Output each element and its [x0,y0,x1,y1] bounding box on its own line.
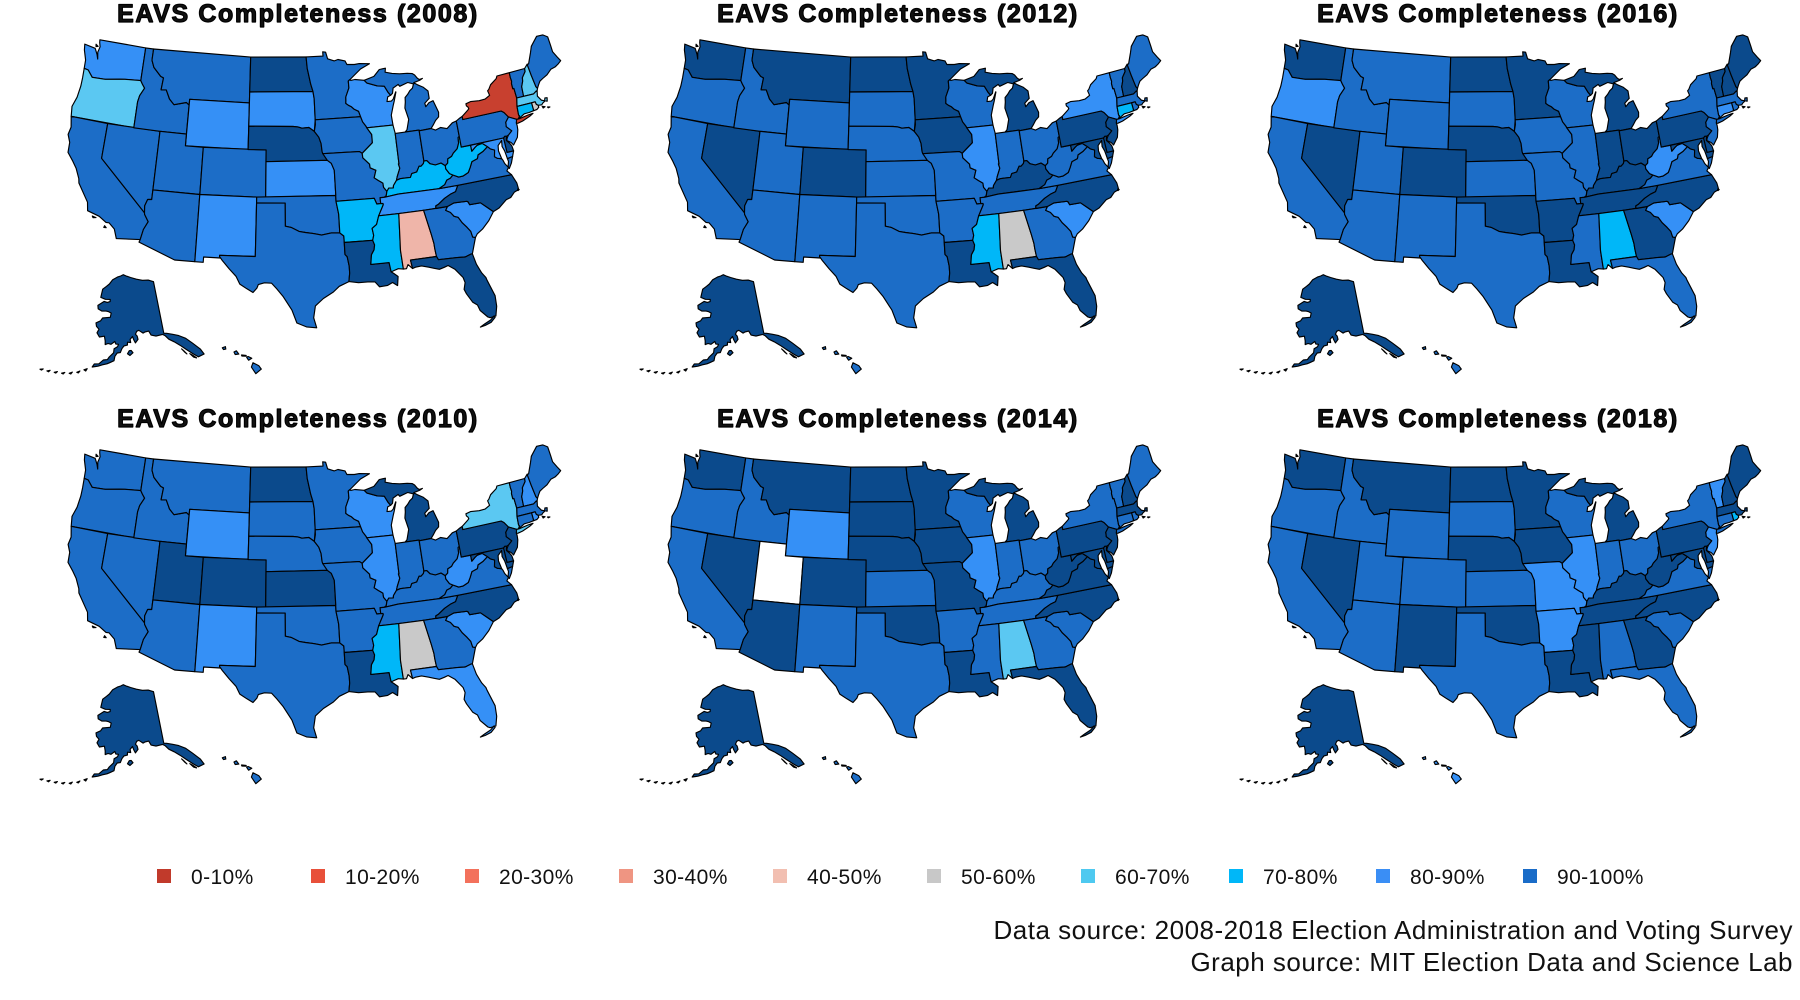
svg-text:80-90%: 80-90% [1410,866,1485,889]
svg-text:EAVS Completeness (2018): EAVS Completeness (2018) [1317,405,1679,433]
svg-text:40-50%: 40-50% [807,866,882,889]
svg-text:EAVS Completeness (2008): EAVS Completeness (2008) [117,0,479,28]
svg-text:EAVS Completeness (2016): EAVS Completeness (2016) [1317,0,1679,28]
svg-text:Graph source: MIT Election Da: Graph source: MIT Election Data and Scie… [1190,947,1793,977]
svg-text:10-20%: 10-20% [345,866,420,889]
svg-text:Data source: 2008-2018 Electi: Data source: 2008-2018 Election Administ… [994,915,1793,945]
svg-text:EAVS Completeness (2012): EAVS Completeness (2012) [717,0,1079,28]
svg-text:60-70%: 60-70% [1115,866,1190,889]
svg-text:30-40%: 30-40% [653,866,728,889]
svg-text:70-80%: 70-80% [1263,866,1338,889]
svg-text:EAVS Completeness (2014): EAVS Completeness (2014) [717,405,1079,433]
svg-text:0-10%: 0-10% [191,866,254,889]
svg-text:EAVS Completeness (2010): EAVS Completeness (2010) [117,405,479,433]
svg-text:20-30%: 20-30% [499,866,574,889]
svg-text:50-60%: 50-60% [961,866,1036,889]
svg-text:90-100%: 90-100% [1557,866,1644,889]
